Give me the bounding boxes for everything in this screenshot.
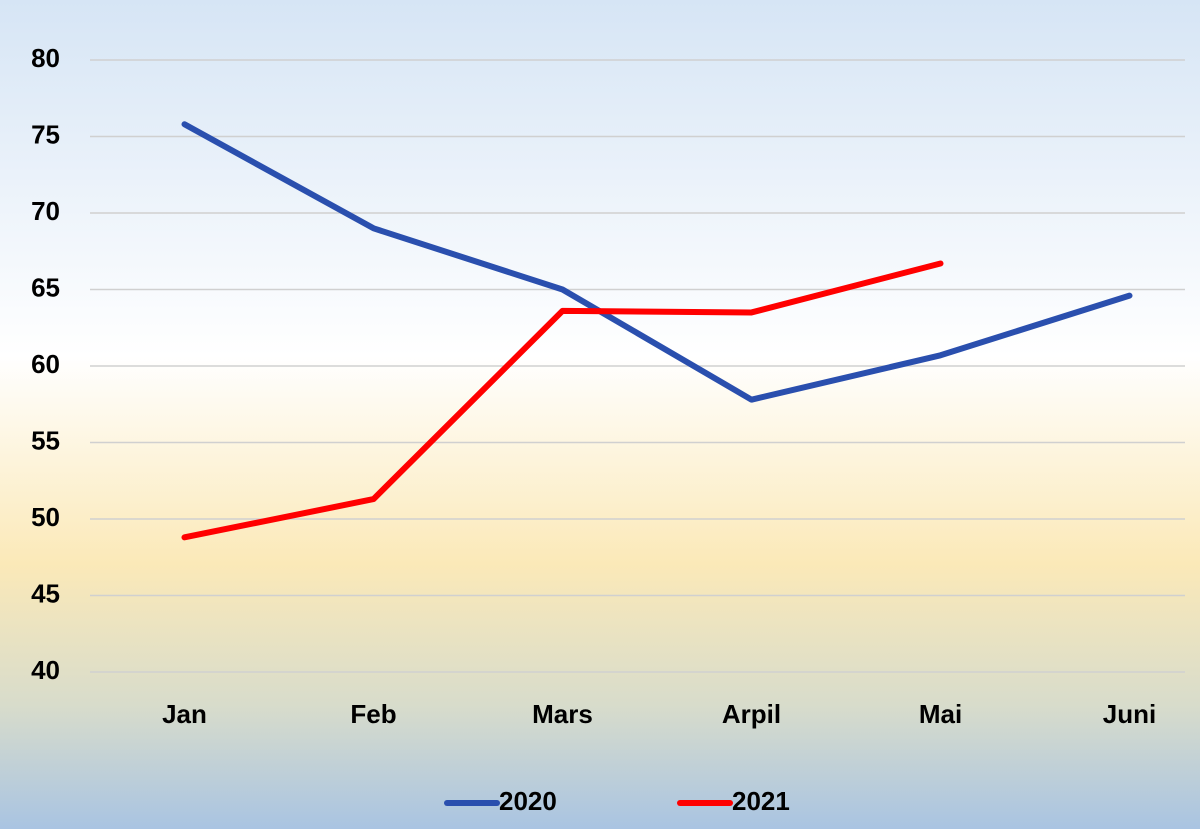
y-tick-label: 75 [31, 119, 60, 149]
y-tick-label: 80 [31, 43, 60, 73]
y-tick-label: 70 [31, 196, 60, 226]
x-tick-label: Feb [350, 699, 396, 729]
x-tick-label: Jan [162, 699, 207, 729]
y-tick-label: 60 [31, 349, 60, 379]
y-tick-label: 65 [31, 272, 60, 302]
series-line [181, 260, 944, 541]
legend-label: 2020 [499, 786, 557, 816]
y-tick-label: 45 [31, 578, 60, 608]
y-tick-label: 55 [31, 425, 60, 455]
y-tick-label: 50 [31, 502, 60, 532]
x-tick-label: Juni [1103, 699, 1156, 729]
legend-label: 2021 [732, 786, 790, 816]
x-tick-label: Mars [532, 699, 593, 729]
series-line [181, 121, 1133, 403]
y-tick-label: 40 [31, 655, 60, 685]
x-tick-label: Arpil [722, 699, 781, 729]
x-tick-label: Mai [919, 699, 962, 729]
